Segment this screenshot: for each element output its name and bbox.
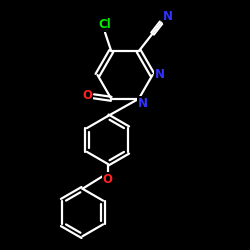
Text: O: O — [102, 173, 113, 186]
Text: N: N — [163, 10, 173, 24]
Text: Cl: Cl — [98, 18, 112, 31]
Text: N: N — [154, 68, 164, 82]
Text: N: N — [138, 97, 147, 110]
Text: O: O — [82, 88, 92, 102]
